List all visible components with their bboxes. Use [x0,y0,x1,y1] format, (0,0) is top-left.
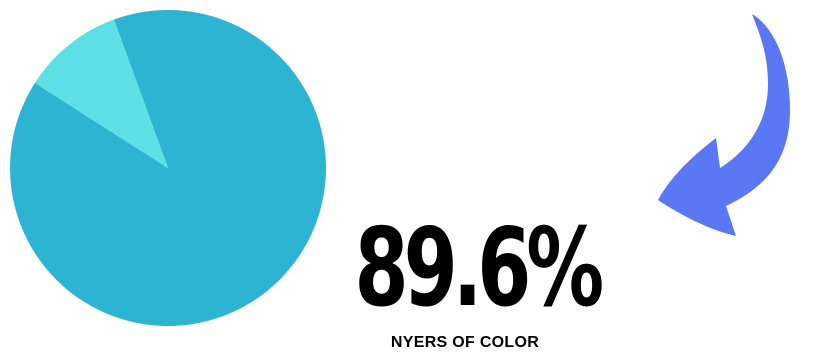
pie-slices [10,9,327,327]
curved-arrow-icon [658,14,790,236]
stat-label: NYERS OF COLOR [390,334,540,351]
stat-value: 89.6% [354,206,605,331]
pie-slice-2 [34,19,168,169]
pie-chart [10,9,327,327]
arrow-body [658,14,790,236]
pie-slice-1 [10,9,327,327]
